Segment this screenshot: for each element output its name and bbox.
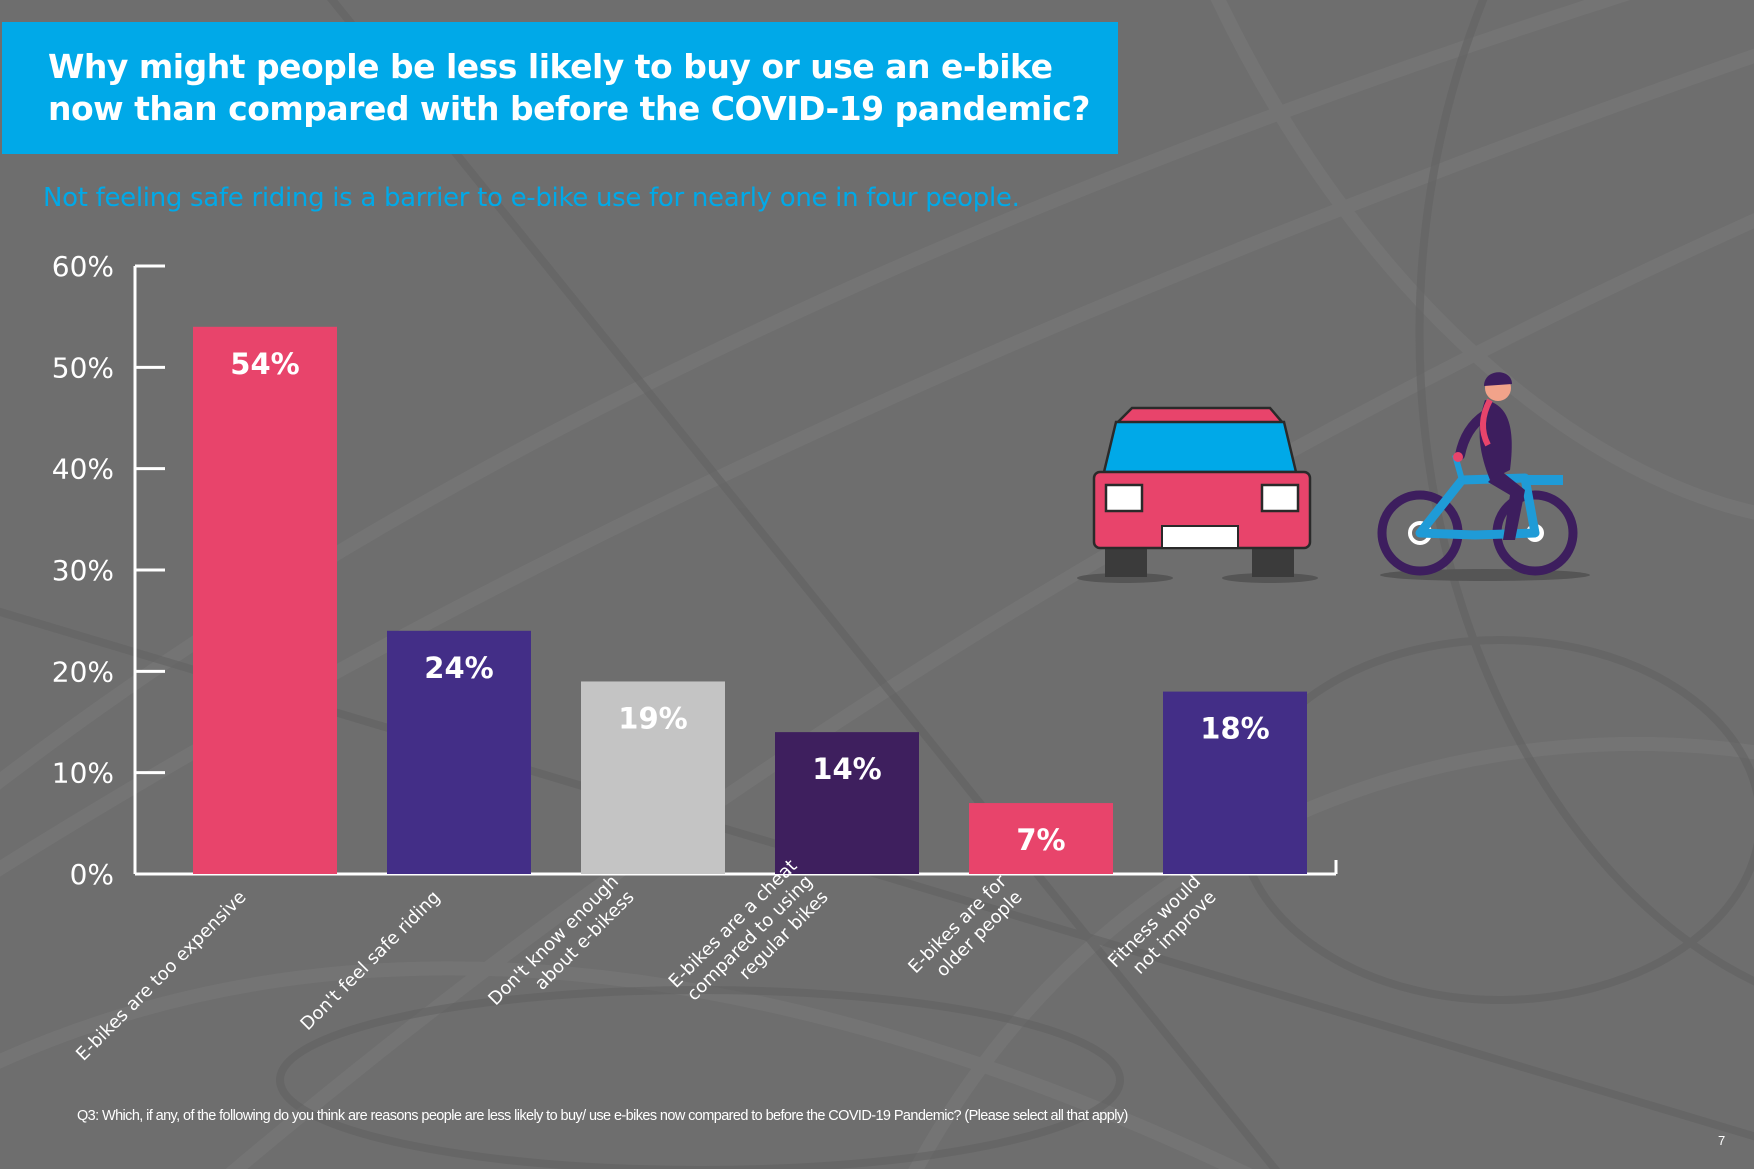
- survey-question-footnote: Q3: Which, if any, of the following do y…: [77, 1108, 1128, 1124]
- bar-data-label: 7%: [1016, 823, 1065, 857]
- bar-data-label: 14%: [812, 752, 881, 786]
- category-label: E-bikes are too expensive: [72, 887, 250, 1065]
- y-tick-label: 0%: [70, 858, 114, 891]
- y-tick-label: 10%: [52, 757, 114, 790]
- bar-data-label: 54%: [230, 347, 299, 381]
- y-tick-label: 30%: [52, 554, 114, 587]
- title-line-1: Why might people be less likely to buy o…: [48, 47, 1053, 86]
- car-icon: [1077, 406, 1318, 583]
- category-label-group: Don't feel safe riding: [296, 887, 444, 1035]
- bar-data-label: 24%: [424, 651, 493, 685]
- page-number: 7: [1718, 1133, 1726, 1148]
- bar: [581, 681, 725, 874]
- title-line-2: now than compared with before the COVID-…: [48, 89, 1090, 128]
- title-banner: Why might people be less likely to buy o…: [2, 22, 1118, 154]
- category-label-group: E-bikes are too expensive: [72, 887, 250, 1065]
- category-label: Don't know enough: [484, 871, 623, 1010]
- y-tick-label: 20%: [52, 655, 114, 688]
- bar-data-label: 19%: [618, 701, 687, 735]
- y-tick-label: 50%: [52, 351, 114, 384]
- y-tick-label: 40%: [52, 453, 114, 486]
- bar: [775, 732, 919, 874]
- category-label: Don't feel safe riding: [296, 887, 444, 1035]
- cyclist-icon: [1377, 372, 1590, 581]
- bar: [969, 803, 1113, 874]
- car-and-cyclist-illustration: [1077, 372, 1590, 583]
- bar-data-label: 18%: [1200, 712, 1269, 746]
- chart-subtitle: Not feeling safe riding is a barrier to …: [43, 183, 1020, 213]
- bar: [1163, 691, 1307, 874]
- bar: [387, 630, 531, 874]
- bar: [193, 326, 337, 874]
- y-tick-label: 60%: [52, 250, 114, 283]
